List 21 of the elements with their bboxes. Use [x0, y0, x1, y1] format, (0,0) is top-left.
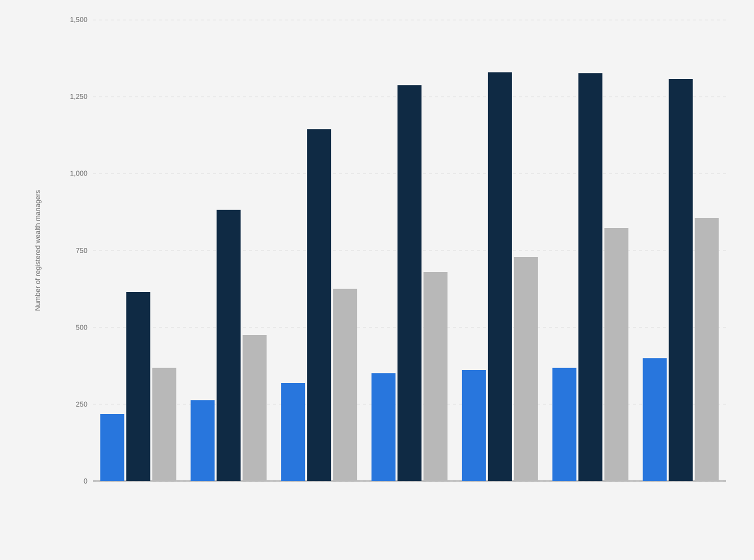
bar: [668, 79, 693, 481]
bar: [578, 73, 602, 481]
bar: [372, 373, 396, 481]
bar: [694, 218, 719, 481]
bar: [514, 256, 538, 481]
bar: [190, 400, 215, 481]
bar: [333, 288, 358, 481]
bar: [100, 414, 124, 481]
bar: [488, 72, 512, 481]
bar: [152, 368, 176, 481]
bar: [307, 129, 332, 481]
bar: [642, 358, 667, 481]
bar: [126, 292, 150, 481]
bar: [604, 228, 628, 481]
bar: [424, 272, 448, 481]
bar: [462, 370, 486, 481]
bar: [216, 210, 241, 481]
bar: [242, 335, 267, 481]
bar: [281, 382, 306, 481]
bar: [552, 368, 576, 481]
bar: [398, 85, 422, 481]
